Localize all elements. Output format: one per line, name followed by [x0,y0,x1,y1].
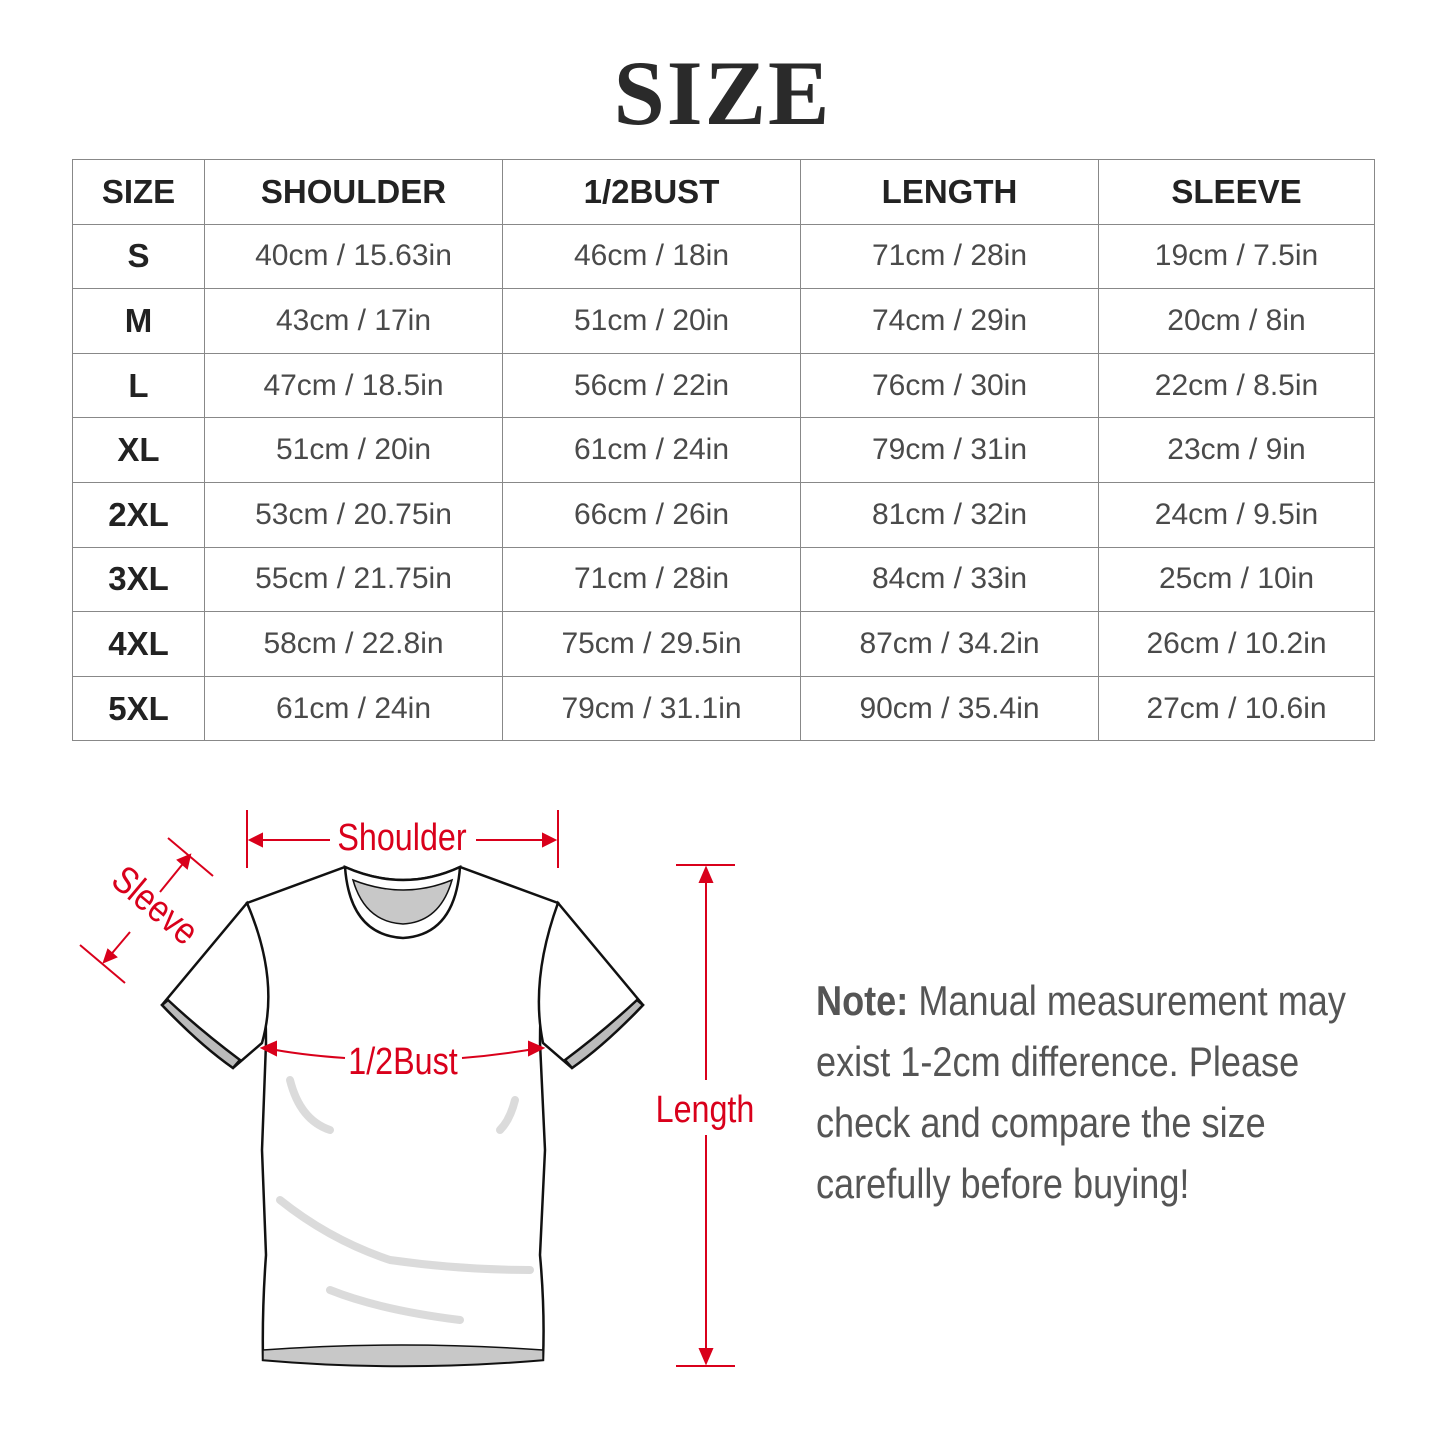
measurement-cell: 47cm / 18.5in [204,352,503,419]
table-row: M 43cm / 17in 51cm / 20in 74cm / 29in 20cm /… [72,288,1375,354]
table-row: 2XL 53cm / 20.75in 66cm / 26in 81cm / 32in 2… [72,481,1375,548]
note-line: check and compare the size [816,1099,1266,1146]
sleeve-label: Sleeve [104,858,207,954]
table-row: XL 51cm / 20in 61cm / 24in 79cm / 31in 23cm … [72,417,1375,483]
bust-label: 1/2Bust [348,1041,458,1083]
measurement-cell: 71cm / 28in [502,546,801,613]
measurement-cell: 79cm / 31.1in [502,675,801,742]
size-cell: 4XL [72,611,205,677]
measurement-cell: 40cm / 15.63in [204,223,503,290]
note-line: exist 1-2cm difference. Please [816,1038,1300,1085]
note-label: Note: [816,977,909,1024]
measurement-cell: 27cm / 10.6in [1098,675,1375,742]
tshirt-icon [160,864,645,1368]
size-table: SIZE SHOULDER 1/2BUST LENGTH SLEEVE S 40cm / … [72,159,1375,742]
measurement-cell: 79cm / 31in [800,417,1099,483]
table-row: S 40cm / 15.63in 46cm / 18in 71cm / 28in 19c… [72,223,1375,290]
column-header: SIZE [72,159,205,225]
measurement-cell: 75cm / 29.5in [502,611,801,677]
column-header: SLEEVE [1098,159,1375,225]
table-row: 3XL 55cm / 21.75in 71cm / 28in 84cm / 33in 2… [72,546,1375,613]
table-header-row: SIZE SHOULDER 1/2BUST LENGTH SLEEVE [72,159,1375,225]
measurement-cell: 19cm / 7.5in [1098,223,1375,290]
measurement-cell: 20cm / 8in [1098,288,1375,354]
measurement-cell: 56cm / 22in [502,352,801,419]
measurement-cell: 58cm / 22.8in [204,611,503,677]
size-cell: L [72,352,205,419]
measurement-cell: 61cm / 24in [502,417,801,483]
measurement-cell: 46cm / 18in [502,223,801,290]
measurement-cell: 43cm / 17in [204,288,503,354]
note-text: Note: Manual measurement may exist 1-2cm… [816,970,1346,1214]
measurement-cell: 22cm / 8.5in [1098,352,1375,419]
measurement-cell: 76cm / 30in [800,352,1099,419]
page-title: SIZE [613,42,832,144]
note-line: carefully before buying! [816,1160,1190,1207]
measurement-cell: 51cm / 20in [204,417,503,483]
table-row: L 47cm / 18.5in 56cm / 22in 76cm / 30in 22cm… [72,352,1375,419]
size-cell: M [72,288,205,354]
shoulder-label: Shoulder [337,817,466,859]
measure-arrows [79,810,735,1367]
note-line: Manual measurement may [908,977,1346,1024]
size-cell: 5XL [72,675,205,742]
measurement-cell: 90cm / 35.4in [800,675,1099,742]
table-row: 5XL 61cm / 24in 79cm / 31.1in 90cm / 35.4in… [72,675,1375,742]
measurement-cell: 55cm / 21.75in [204,546,503,613]
measurement-cell: 51cm / 20in [502,288,801,354]
measurement-cell: 23cm / 9in [1098,417,1375,483]
measurement-cell: 74cm / 29in [800,288,1099,354]
measurement-cell: 66cm / 26in [502,481,801,548]
size-cell: 2XL [72,481,205,548]
measurement-cell: 25cm / 10in [1098,546,1375,613]
measurement-cell: 81cm / 32in [800,481,1099,548]
column-header: 1/2BUST [502,159,801,225]
measurement-cell: 26cm / 10.2in [1098,611,1375,677]
length-label: Length [656,1089,755,1131]
measurement-cell: 61cm / 24in [204,675,503,742]
measurement-cell: 53cm / 20.75in [204,481,503,548]
measurement-cell: 84cm / 33in [800,546,1099,613]
column-header: LENGTH [800,159,1099,225]
measurement-cell: 24cm / 9.5in [1098,481,1375,548]
size-cell: 3XL [72,546,205,613]
size-cell: S [72,223,205,290]
